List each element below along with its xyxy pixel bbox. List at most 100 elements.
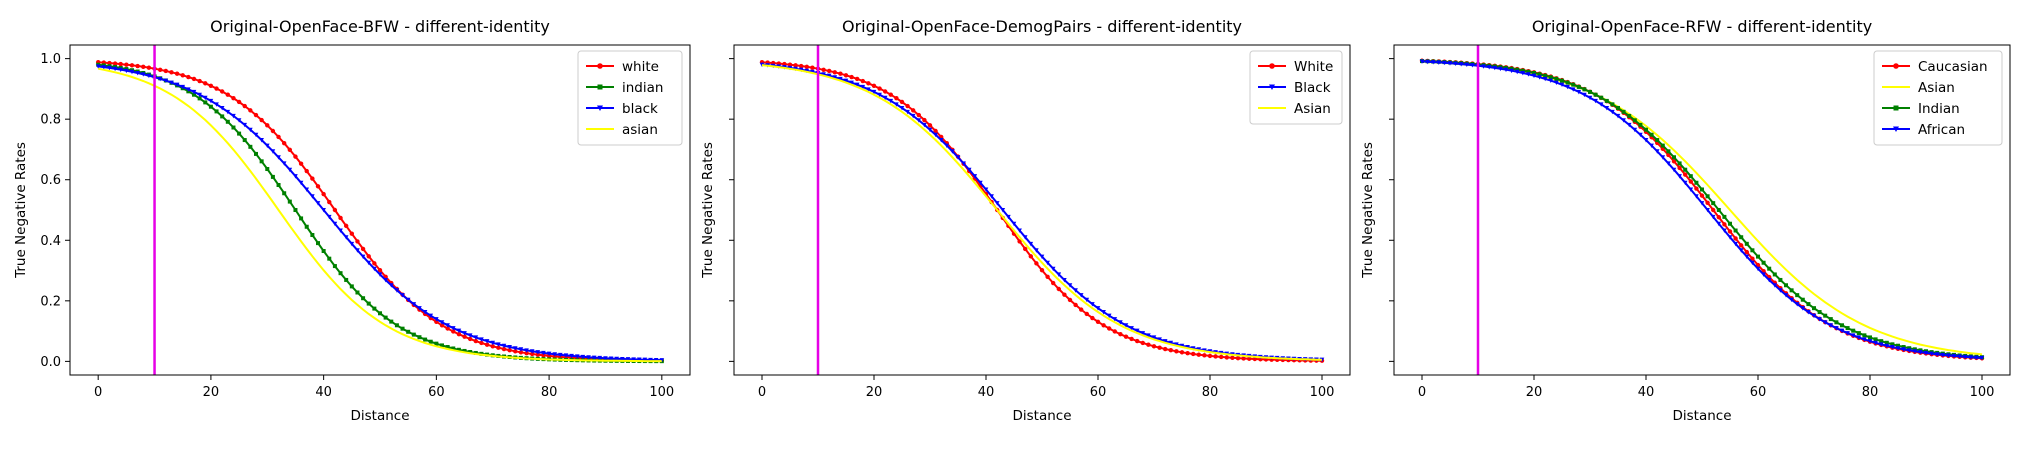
- data-point: [1879, 339, 1884, 344]
- data-point: [860, 78, 865, 84]
- data-point: [821, 72, 826, 77]
- data-point: [372, 306, 377, 311]
- data-point: [1907, 346, 1912, 351]
- data-point: [1671, 167, 1677, 173]
- data-point: [360, 254, 366, 260]
- data-point: [281, 161, 287, 166]
- data-point: [1520, 68, 1525, 73]
- data-point: [1772, 283, 1778, 288]
- data-point: [366, 254, 371, 259]
- data-point: [1112, 329, 1118, 334]
- data-point: [1140, 331, 1146, 336]
- data-point: [877, 92, 882, 98]
- series-African: [1419, 59, 1985, 361]
- data-point: [1923, 350, 1929, 356]
- data-point: [1157, 337, 1162, 342]
- data-point: [1252, 356, 1258, 362]
- data-point: [625, 357, 631, 362]
- data-point: [1543, 73, 1548, 78]
- data-point: [1677, 161, 1682, 166]
- data-point: [1006, 214, 1011, 220]
- data-point: [321, 191, 326, 197]
- data-point: [608, 356, 614, 361]
- chart-title: Original-OpenFace-BFW - different-identi…: [210, 17, 550, 36]
- data-point: [922, 117, 927, 123]
- data-point: [1453, 61, 1458, 67]
- data-point: [157, 76, 163, 82]
- data-point: [888, 98, 894, 104]
- data-point: [1146, 333, 1151, 338]
- data-point: [242, 122, 248, 128]
- data-point: [1464, 62, 1470, 67]
- data-point: [315, 201, 321, 206]
- data-point: [326, 214, 332, 220]
- data-point: [1571, 82, 1576, 87]
- data-point: [759, 62, 765, 67]
- data-point: [423, 337, 428, 342]
- x-tick-label: 0: [94, 385, 102, 400]
- data-point: [1750, 260, 1755, 266]
- series-line: [761, 64, 1323, 361]
- data-point: [276, 134, 281, 140]
- data-point: [349, 284, 354, 289]
- data-point: [338, 215, 343, 221]
- data-point: [1090, 315, 1095, 321]
- chart-panel-3: Original-OpenFace-RFW - different-identi…: [1360, 17, 2011, 424]
- data-point: [1895, 346, 1901, 351]
- data-point: [440, 343, 444, 348]
- data-point: [922, 122, 927, 128]
- legend-label: Indian: [1918, 101, 1960, 117]
- x-tick-label: 60: [1090, 385, 1107, 400]
- data-point: [1795, 293, 1800, 298]
- data-point: [1425, 59, 1430, 65]
- data-point: [1644, 127, 1648, 132]
- data-point: [1632, 118, 1637, 123]
- data-point: [1095, 306, 1101, 311]
- data-point: [462, 331, 467, 336]
- data-point: [1593, 98, 1598, 104]
- data-point: [473, 350, 478, 355]
- data-point: [191, 76, 197, 82]
- data-point: [394, 288, 400, 293]
- y-axis-label: True Negative Rates: [13, 142, 29, 279]
- data-point: [1022, 235, 1028, 240]
- data-point: [524, 348, 529, 353]
- data-point: [174, 82, 180, 88]
- data-point: [338, 228, 343, 233]
- data-point: [648, 357, 653, 363]
- data-point: [1638, 122, 1643, 127]
- legend: white indian black asian: [577, 50, 683, 146]
- data-point: [1756, 254, 1760, 259]
- data-point: [1873, 337, 1878, 342]
- data-point: [349, 241, 355, 247]
- data-point: [186, 74, 191, 80]
- data-point: [208, 104, 213, 109]
- data-point: [361, 296, 366, 301]
- data-point: [248, 127, 253, 133]
- data-point: [1202, 353, 1207, 358]
- data-point: [343, 235, 349, 240]
- data-point: [894, 102, 899, 107]
- data-point: [389, 319, 394, 324]
- legend-marker: [1269, 84, 1275, 90]
- data-point: [197, 78, 202, 84]
- data-point: [242, 103, 247, 109]
- data-point: [1890, 342, 1895, 347]
- data-point: [490, 344, 495, 349]
- data-point: [1789, 288, 1794, 293]
- data-point: [927, 127, 933, 133]
- data-point: [603, 356, 608, 361]
- data-point: [1716, 208, 1721, 212]
- data-point: [473, 338, 479, 344]
- data-point: [1649, 143, 1654, 148]
- legend-box: [577, 50, 683, 146]
- data-point: [1213, 354, 1218, 359]
- data-point: [219, 105, 225, 111]
- data-point: [1447, 61, 1453, 66]
- data-point: [1716, 215, 1722, 220]
- data-point: [1604, 105, 1610, 111]
- data-point: [1174, 342, 1179, 347]
- data-point: [535, 352, 541, 357]
- data-point: [270, 149, 276, 154]
- data-point: [1017, 239, 1022, 244]
